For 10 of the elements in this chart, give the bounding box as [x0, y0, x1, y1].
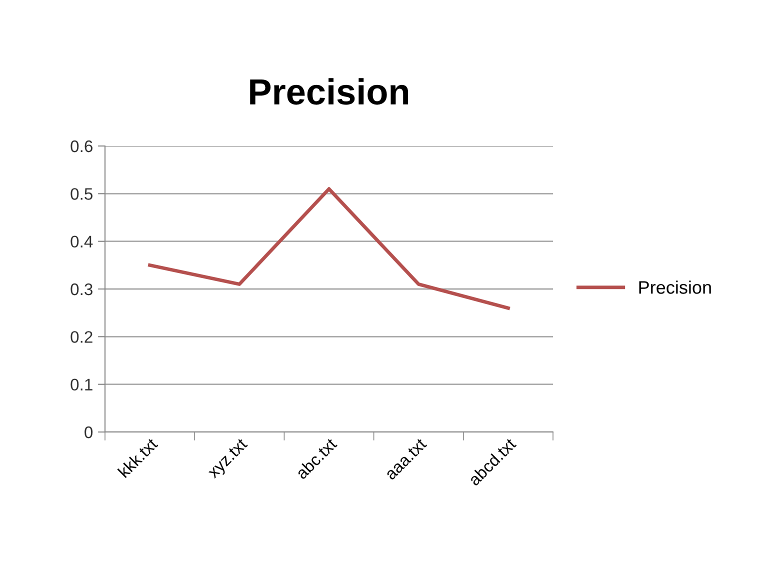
- line-series: [148, 187, 510, 310]
- y-tick-label: 0.5: [70, 188, 92, 200]
- chart-title: Precision: [250, 78, 408, 105]
- y-tick-label: 0.3: [70, 283, 92, 296]
- y-tick-label: 0.6: [70, 140, 92, 152]
- y-tick-label: 0.2: [70, 331, 92, 343]
- y-tick-label: 0.1: [70, 378, 92, 391]
- y-tick-label: 0: [84, 426, 93, 438]
- legend-label: Precision: [639, 280, 711, 294]
- y-tick-label: 0.4: [70, 236, 93, 248]
